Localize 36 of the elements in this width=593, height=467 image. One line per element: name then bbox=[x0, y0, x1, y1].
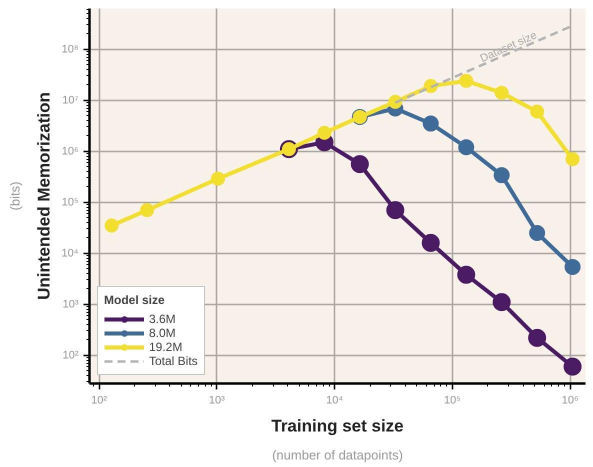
x-tick-label: 10⁵ bbox=[444, 394, 461, 406]
point bbox=[457, 266, 476, 284]
point bbox=[458, 139, 474, 156]
legend-label: 19.2M bbox=[149, 340, 182, 354]
point bbox=[386, 201, 404, 220]
legend-label: 3.6M bbox=[149, 312, 176, 326]
y-tick-label: 10⁴ bbox=[62, 247, 79, 260]
point bbox=[528, 328, 546, 347]
y-tick-label: 10² bbox=[62, 349, 79, 362]
point bbox=[422, 234, 440, 252]
y-tick-label: 10⁸ bbox=[62, 43, 79, 56]
point bbox=[494, 167, 510, 184]
y-tick-label: 10⁶ bbox=[62, 145, 78, 158]
point bbox=[564, 258, 581, 275]
x-tick-label: 10³ bbox=[208, 394, 226, 406]
point bbox=[459, 74, 474, 88]
point bbox=[350, 155, 369, 174]
point bbox=[317, 126, 332, 140]
legend-label: 8.0M bbox=[149, 326, 176, 340]
x-axis-title: Training set size (number of datapoints) bbox=[271, 416, 404, 462]
y-tick-label: 10⁷ bbox=[62, 94, 79, 106]
legend-title: Model size bbox=[104, 293, 166, 307]
point bbox=[494, 86, 509, 100]
point bbox=[530, 104, 544, 119]
point bbox=[422, 116, 439, 132]
legend-label: Total Bits bbox=[149, 354, 198, 368]
point bbox=[566, 152, 580, 166]
point bbox=[529, 225, 546, 241]
y-axis-title: Unintended Memorization (bits) bbox=[8, 92, 54, 300]
point bbox=[564, 358, 582, 376]
point bbox=[492, 293, 511, 312]
x-tick-label: 10⁶ bbox=[562, 394, 579, 406]
y-tick-label: 10⁵ bbox=[62, 196, 78, 208]
y-tick-label: 10³ bbox=[62, 298, 79, 310]
x-tick-label: 10⁴ bbox=[326, 394, 344, 406]
x-tick-label: 10² bbox=[91, 394, 108, 406]
